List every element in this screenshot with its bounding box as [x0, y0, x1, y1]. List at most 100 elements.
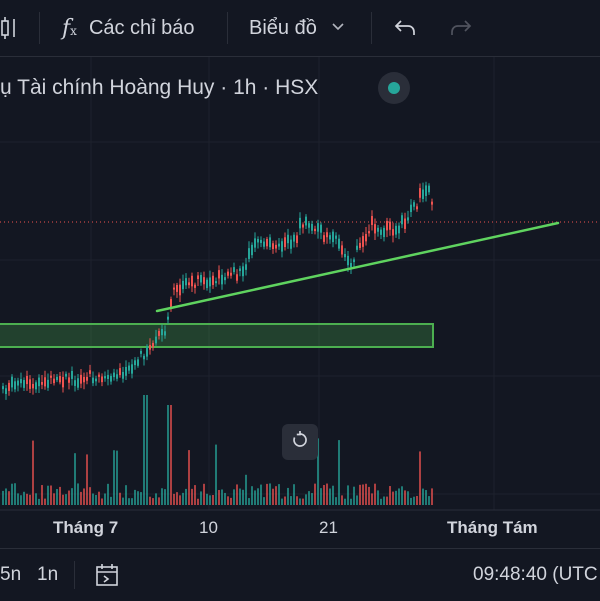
candle-body [77, 378, 79, 388]
volume-bar [410, 497, 412, 505]
volume-bar [407, 491, 409, 505]
volume-bar [323, 485, 325, 505]
candle-body [299, 217, 301, 229]
interval-1-button[interactable]: 1n [37, 564, 59, 585]
toolbar-divider [227, 12, 228, 44]
volume-bar [221, 489, 223, 505]
volume-bar [338, 440, 340, 505]
interval-5-button[interactable]: 5n [0, 564, 22, 585]
candle-body [365, 234, 367, 242]
volume-bar [263, 497, 265, 505]
candle-body [26, 375, 28, 385]
volume-bar [305, 494, 307, 505]
volume-bar [104, 493, 106, 505]
volume-bar [251, 486, 253, 505]
volume-bar [371, 493, 373, 505]
candle-body [239, 268, 241, 272]
volume-bar [65, 494, 67, 505]
candle-body [212, 275, 214, 285]
candle-body [320, 224, 322, 233]
volume-bar [380, 498, 382, 505]
candle-body [179, 284, 181, 296]
candle-body [326, 232, 328, 238]
time-axis[interactable]: Tháng 7 10 21 Tháng Tám [0, 510, 600, 546]
bottom-toolbar: 5n 1n 09:48:40 (UTC [0, 548, 600, 601]
volume-bar [389, 486, 391, 505]
volume-bar [245, 474, 247, 505]
volume-bar [86, 454, 88, 505]
volume-bar [233, 489, 235, 505]
candle-body [302, 224, 304, 228]
candle-body [5, 388, 7, 394]
volume-bar [158, 497, 160, 505]
redo-icon[interactable] [449, 0, 473, 56]
volume-bar [227, 496, 229, 505]
volume-bar [149, 496, 151, 505]
candle-body [152, 342, 154, 348]
volume-bar [236, 484, 238, 505]
candle-body [68, 377, 70, 383]
volume-bar [266, 483, 268, 505]
clock-label[interactable]: 09:48:40 (UTC [473, 564, 598, 585]
volume-bar [89, 487, 91, 505]
market-status-button[interactable] [378, 72, 410, 104]
candle-body [89, 370, 91, 374]
candle-body [149, 344, 151, 350]
volume-bar [353, 486, 355, 505]
volume-bar [260, 484, 262, 505]
volume-bar [254, 490, 256, 505]
volume-bar [212, 495, 214, 505]
chart-type-icon[interactable] [0, 0, 22, 56]
candle-body [221, 274, 223, 285]
candle-body [143, 355, 145, 360]
volume-bar [374, 483, 376, 505]
candle-body [269, 237, 271, 248]
volume-bar [239, 488, 241, 505]
candle-body [422, 189, 424, 199]
chart-type-button[interactable]: Biểu đồ [249, 0, 345, 56]
price-chart[interactable] [0, 57, 600, 547]
volume-bar [230, 497, 232, 505]
volume-bar [110, 496, 112, 505]
candle-body [374, 224, 376, 234]
volume-bar [155, 493, 157, 505]
candle-body [278, 243, 280, 247]
indicators-button[interactable]: fx Các chỉ báo [62, 0, 195, 56]
candle-body [281, 241, 283, 252]
undo-icon[interactable] [393, 0, 417, 56]
volume-bar [71, 488, 73, 505]
candle-body [359, 242, 361, 248]
candle-body [20, 379, 22, 384]
volume-bar [26, 493, 28, 505]
volume-bar [275, 486, 277, 505]
time-tick: Tháng Tám [447, 518, 538, 537]
reset-chart-button[interactable] [282, 424, 318, 460]
volume-bar [326, 483, 328, 505]
symbol-title[interactable]: ụ Tài chính Hoàng Huy · 1h · HSX [0, 76, 319, 99]
candle-body [119, 368, 121, 376]
volume-bar [431, 488, 433, 505]
volume-bar [167, 405, 169, 505]
volume-bar [401, 486, 403, 505]
candle-body [404, 218, 406, 229]
volume-bar [179, 495, 181, 505]
candle-body [197, 275, 199, 280]
candle-body [308, 223, 310, 228]
volume-bar [29, 494, 31, 505]
candle-body [122, 371, 124, 379]
date-range-icon[interactable] [94, 549, 122, 601]
volume-bar [392, 491, 394, 505]
candle-body [125, 366, 127, 376]
volume-bar [203, 483, 205, 505]
volume-bar [419, 451, 421, 505]
candle-body [185, 278, 187, 286]
volume-bar [365, 483, 367, 505]
candle-body [113, 372, 115, 378]
candle-body [173, 287, 175, 290]
volume-bar [68, 490, 70, 505]
volume-bar [11, 483, 13, 505]
candle-body [290, 239, 292, 249]
support-zone [0, 323, 434, 348]
volume-bar [146, 395, 148, 505]
candle-body [305, 216, 307, 226]
